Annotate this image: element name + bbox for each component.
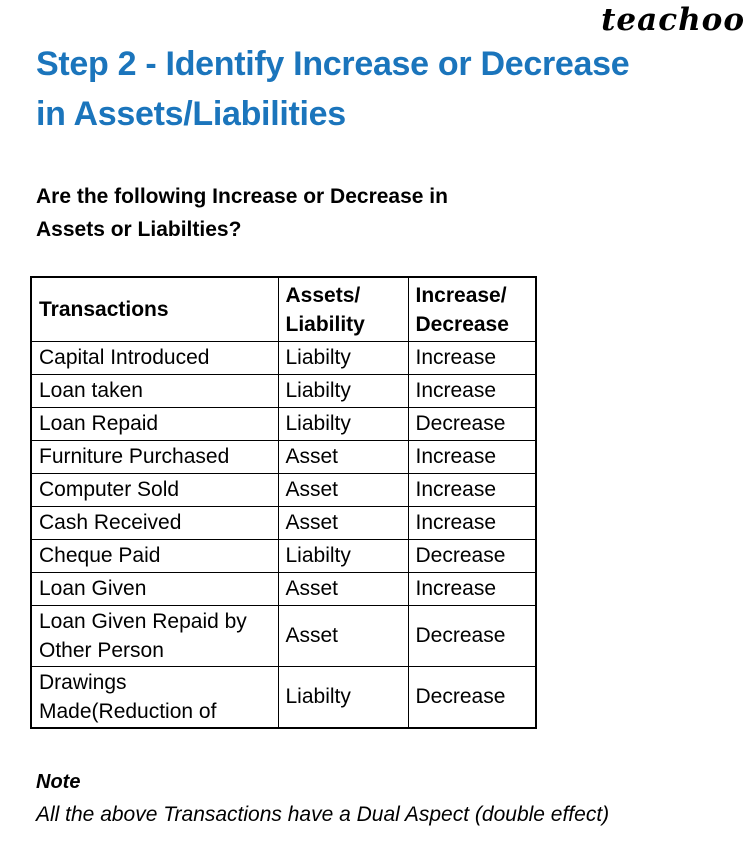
asset-liability-cell: Liabilty bbox=[277, 340, 409, 375]
table-row: Loan Repaid Liabilty Decrease bbox=[30, 406, 537, 441]
increase-decrease-cell: Increase bbox=[407, 505, 537, 540]
table-row: Drawings Made(Reduction of Liabilty Decr… bbox=[30, 665, 537, 729]
transaction-cell: Cash Received bbox=[30, 505, 279, 540]
header-transactions: Transactions bbox=[30, 276, 279, 342]
increase-decrease-cell: Decrease bbox=[407, 406, 537, 441]
asset-liability-cell: Asset bbox=[277, 571, 409, 606]
table-header-row: Transactions Assets/ Liability Increase/… bbox=[30, 276, 537, 342]
increase-decrease-cell: Increase bbox=[407, 373, 537, 408]
asset-liability-cell: Asset bbox=[277, 505, 409, 540]
question-text: Are the following Increase or Decrease i… bbox=[36, 184, 448, 242]
increase-decrease-cell: Decrease bbox=[407, 604, 537, 667]
table-row: Computer Sold Asset Increase bbox=[30, 472, 537, 507]
table-row: Furniture Purchased Asset Increase bbox=[30, 439, 537, 474]
asset-liability-cell: Asset bbox=[277, 472, 409, 507]
transaction-cell: Capital Introduced bbox=[30, 340, 279, 375]
asset-liability-cell: Asset bbox=[277, 439, 409, 474]
teachoo-logo: teachoo bbox=[601, 2, 745, 38]
increase-decrease-cell: Increase bbox=[407, 340, 537, 375]
table-row: Capital Introduced Liabilty Increase bbox=[30, 340, 537, 375]
header-assets-liability: Assets/ Liability bbox=[277, 276, 409, 342]
asset-liability-cell: Asset bbox=[277, 604, 409, 667]
transaction-cell: Computer Sold bbox=[30, 472, 279, 507]
note-text: All the above Transactions have a Dual A… bbox=[36, 802, 610, 826]
transaction-cell: Cheque Paid bbox=[30, 538, 279, 573]
note-section: Note All the above Transactions have a D… bbox=[36, 771, 755, 827]
asset-liability-cell: Liabilty bbox=[277, 538, 409, 573]
note-title: Note bbox=[36, 770, 81, 793]
table-body: Capital Introduced Liabilty Increase Loa… bbox=[30, 340, 537, 729]
table-row: Cash Received Asset Increase bbox=[30, 505, 537, 540]
asset-liability-cell: Liabilty bbox=[277, 373, 409, 408]
increase-decrease-cell: Increase bbox=[407, 439, 537, 474]
transaction-cell: Loan Given Repaid by Other Person bbox=[30, 604, 279, 667]
page-title: Step 2 - Identify Increase or Decrease i… bbox=[36, 45, 630, 133]
increase-decrease-cell: Decrease bbox=[407, 538, 537, 573]
transaction-cell: Loan taken bbox=[30, 373, 279, 408]
asset-liability-cell: Liabilty bbox=[277, 665, 409, 729]
transaction-cell: Drawings Made(Reduction of bbox=[30, 665, 279, 729]
transactions-table: Transactions Assets/ Liability Increase/… bbox=[30, 276, 537, 729]
table-row: Cheque Paid Liabilty Decrease bbox=[30, 538, 537, 573]
transaction-cell: Loan Given bbox=[30, 571, 279, 606]
table-row: Loan Given Asset Increase bbox=[30, 571, 537, 606]
transaction-cell: Furniture Purchased bbox=[30, 439, 279, 474]
increase-decrease-cell: Increase bbox=[407, 571, 537, 606]
table-row: Loan taken Liabilty Increase bbox=[30, 373, 537, 408]
header-increase-decrease: Increase/ Decrease bbox=[407, 276, 537, 342]
transaction-cell: Loan Repaid bbox=[30, 406, 279, 441]
table-row: Loan Given Repaid by Other Person Asset … bbox=[30, 604, 537, 667]
increase-decrease-cell: Increase bbox=[407, 472, 537, 507]
increase-decrease-cell: Decrease bbox=[407, 665, 537, 729]
asset-liability-cell: Liabilty bbox=[277, 406, 409, 441]
